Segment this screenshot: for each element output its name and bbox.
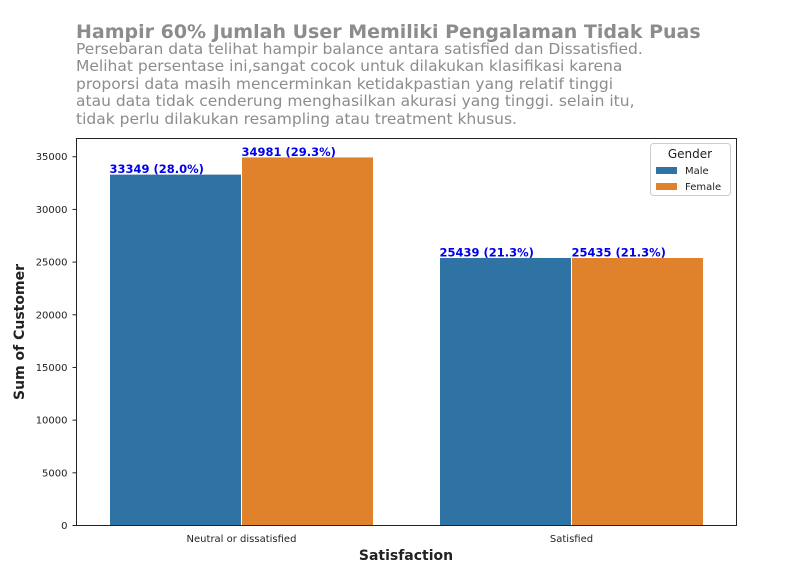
- chart-subtitle: Persebaran data telihat hampir balance a…: [76, 40, 643, 128]
- y-tick-label: 30000: [36, 205, 68, 216]
- bars-group: [109, 156, 704, 526]
- plot-frame: [76, 138, 737, 526]
- legend-label-male: Male: [685, 166, 709, 177]
- y-tick-label: 25000: [36, 258, 68, 269]
- y-tick-label: 15000: [36, 363, 68, 374]
- y-tick-label: 10000: [36, 416, 68, 427]
- legend-swatch-female: [656, 183, 677, 190]
- legend-label-female: Female: [685, 182, 721, 193]
- legend-title: Gender: [668, 147, 712, 161]
- y-axis-label: Sum of Customer: [12, 264, 28, 400]
- bar-male-0: [109, 173, 242, 526]
- bar-female-1: [571, 257, 704, 526]
- x-axis-label: Satisfaction: [359, 548, 453, 564]
- bar-label-male-1: 25439 (21.3%): [440, 245, 534, 259]
- x-axis-ticks: Neutral or dissatisfied Satisfied: [187, 534, 594, 545]
- bar-label-female-1: 25435 (21.3%): [572, 246, 666, 260]
- bar-male-1: [439, 256, 572, 526]
- y-tick-label: 5000: [42, 468, 67, 479]
- bar-female-0: [241, 156, 374, 526]
- chart-title: Hampir 60% Jumlah User Memiliki Pengalam…: [76, 21, 701, 43]
- bar-label-male-0: 33349 (28.0%): [110, 162, 204, 176]
- y-tick-label: 20000: [36, 310, 68, 321]
- x-tick-label: Satisfied: [550, 534, 593, 545]
- bar-labels-group: 33349 (28.0%) 34981 (29.3%) 25439 (21.3%) 2…: [110, 145, 666, 260]
- legend-swatch-male: [656, 167, 677, 174]
- bar-label-female-0: 34981 (29.3%): [242, 145, 336, 159]
- y-tick-label: 0: [61, 521, 67, 532]
- legend: Gender Male Female: [650, 143, 731, 196]
- x-tick-label: Neutral or dissatisfied: [187, 534, 297, 545]
- y-tick-label: 35000: [36, 152, 68, 163]
- legend-box: [650, 143, 731, 196]
- y-axis-ticks: 0 5000 10000 15000 20000 25000 30000 35000: [36, 152, 77, 532]
